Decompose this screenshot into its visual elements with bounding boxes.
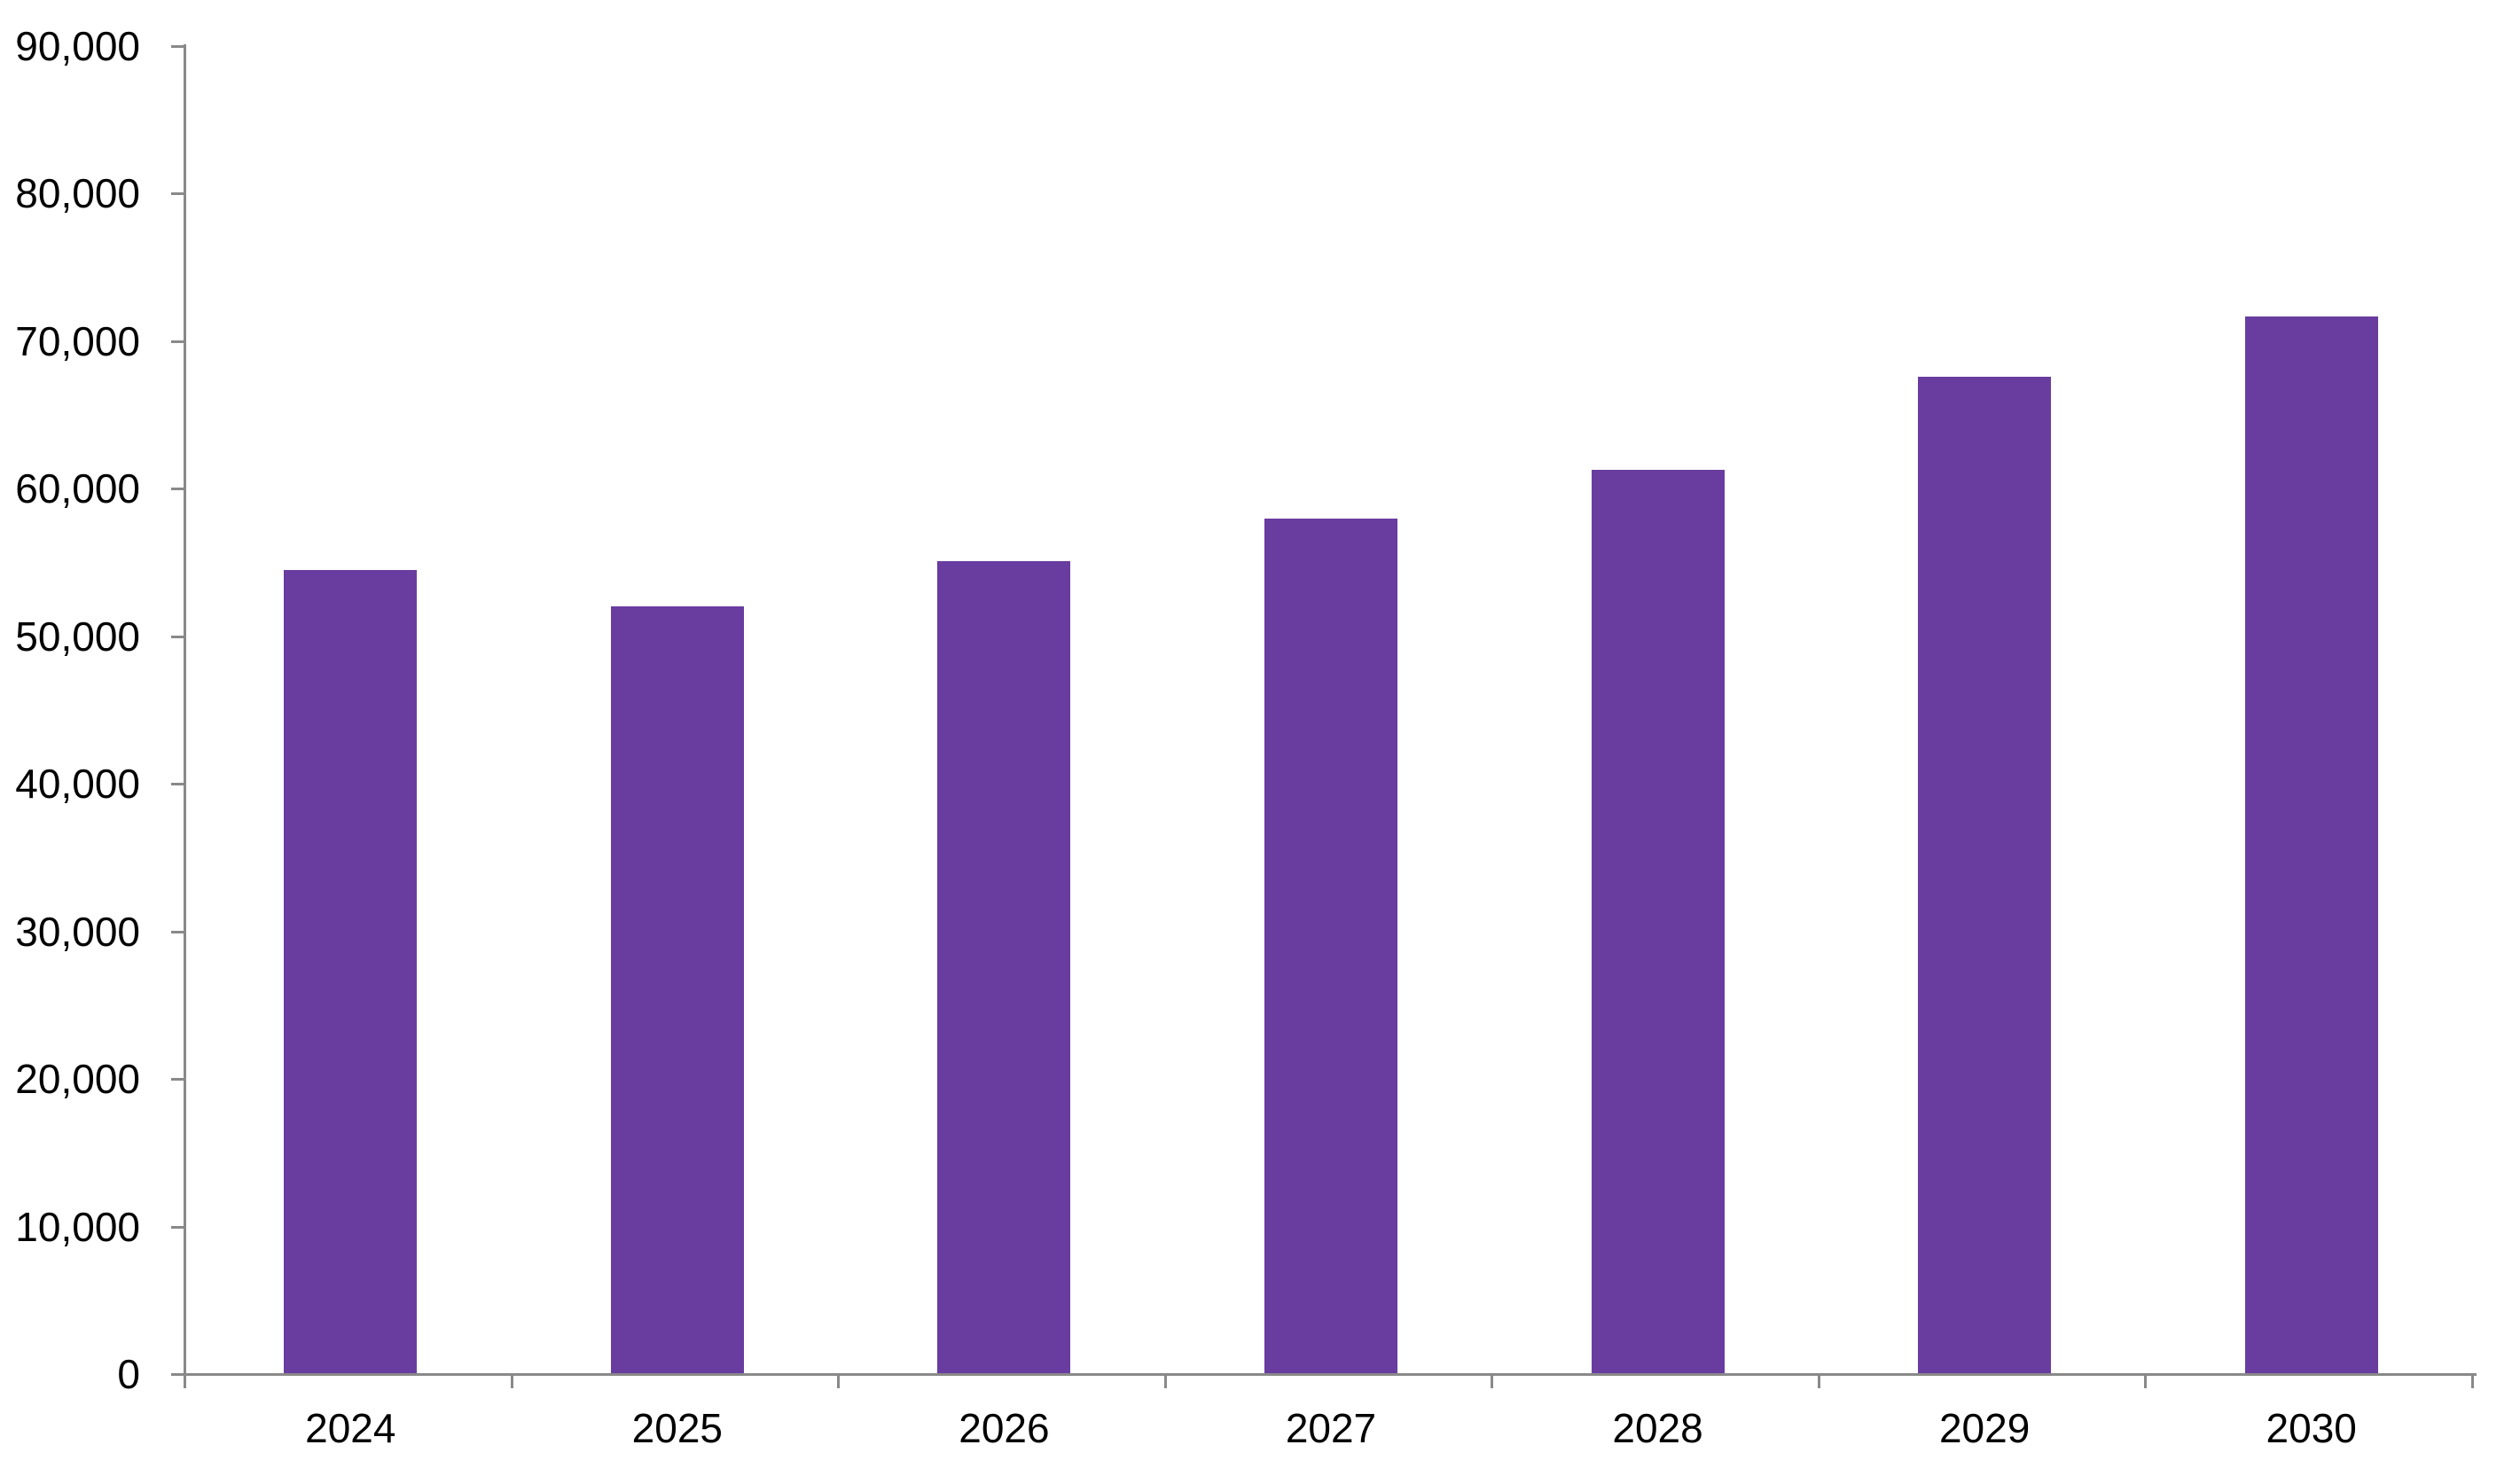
x-axis-line — [184, 1373, 2477, 1376]
bar-2026 — [937, 560, 1071, 1374]
y-tick — [171, 1225, 184, 1229]
y-tick-label: 40,000 — [15, 761, 140, 808]
y-tick-label: 0 — [117, 1351, 140, 1397]
x-tick-label: 2030 — [2266, 1405, 2357, 1451]
x-tick-label: 2026 — [959, 1405, 1050, 1451]
bar-2028 — [1591, 469, 1725, 1374]
x-tick-label: 2028 — [1612, 1405, 1703, 1451]
y-tick-label: 60,000 — [15, 465, 140, 512]
y-tick — [171, 930, 184, 933]
bar-2030 — [2244, 316, 2378, 1374]
bar-2029 — [1918, 376, 2052, 1374]
y-tick-label: 20,000 — [15, 1056, 140, 1103]
y-tick — [171, 488, 184, 491]
y-tick — [171, 635, 184, 638]
x-tick — [2471, 1373, 2474, 1388]
y-tick-label: 90,000 — [15, 23, 140, 69]
x-tick-label: 2024 — [305, 1405, 396, 1451]
bar-2025 — [610, 606, 744, 1374]
x-tick-label: 2027 — [1285, 1405, 1377, 1451]
bar-2024 — [284, 569, 418, 1374]
x-tick — [1817, 1373, 1820, 1388]
y-axis-line — [184, 44, 186, 1376]
y-tick — [171, 783, 184, 786]
x-tick-label: 2025 — [631, 1405, 724, 1451]
bar-2027 — [1264, 518, 1397, 1374]
x-tick — [1163, 1373, 1167, 1388]
y-tick — [171, 192, 184, 196]
y-tick-label: 50,000 — [15, 613, 140, 660]
x-tick — [837, 1373, 841, 1388]
y-tick — [171, 45, 184, 48]
y-tick-label: 10,000 — [15, 1203, 140, 1250]
x-tick — [510, 1373, 513, 1388]
y-tick-label: 80,000 — [15, 170, 140, 217]
x-tick — [1491, 1373, 1494, 1388]
y-tick — [171, 1078, 184, 1082]
y-tick — [171, 340, 184, 343]
x-tick-label: 2029 — [1938, 1405, 2031, 1451]
y-tick-label: 70,000 — [15, 317, 140, 364]
x-tick — [184, 1373, 186, 1388]
y-tick — [171, 1373, 184, 1376]
y-tick-label: 30,000 — [15, 908, 140, 955]
x-tick — [2144, 1373, 2148, 1388]
